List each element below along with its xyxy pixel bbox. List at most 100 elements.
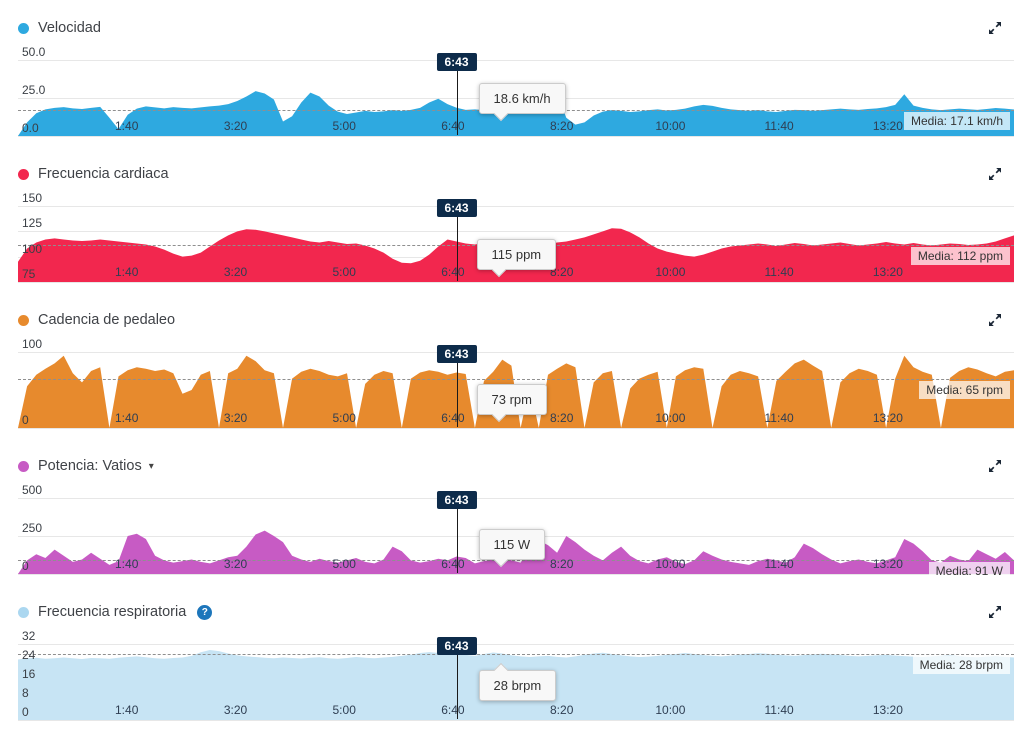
y-axis-tick-label: 500	[22, 483, 43, 497]
y-axis-tick-label: 16	[22, 667, 36, 681]
cursor-value-tooltip: 115 ppm	[476, 239, 557, 278]
x-axis-tick-label: 10:00	[655, 265, 686, 279]
x-axis-tick-label: 11:40	[764, 265, 794, 279]
x-axis-tick-label: 8:20	[550, 119, 574, 133]
x-axis-tick-label: 5:00	[332, 265, 356, 279]
x-axis-tick-label: 1:40	[115, 557, 139, 571]
chart-header: Potencia: Vatios ▾	[0, 456, 1024, 476]
average-line	[18, 653, 1014, 655]
expand-icon[interactable]	[988, 313, 1002, 327]
expand-icon[interactable]	[988, 605, 1002, 619]
cursor-value-tooltip: 18.6 km/h	[478, 83, 566, 122]
x-axis-tick-label: 11:40	[764, 703, 794, 717]
x-axis-tick-label: 3:20	[223, 703, 248, 717]
gridline	[18, 136, 1014, 137]
y-axis-tick-label: 0.0	[22, 121, 39, 135]
gridline	[18, 720, 1014, 721]
chart-header: Velocidad	[0, 18, 1024, 38]
x-axis-tick-label: 13:20	[872, 703, 903, 717]
x-axis-tick-label: 5:00	[332, 411, 356, 425]
gridline	[18, 231, 1014, 233]
tooltip-value: 28 brpm	[493, 678, 542, 693]
chart-panel: Velocidad Media: 17.1 km/h 6:43 18.6 km/…	[0, 18, 1024, 137]
cursor-value-tooltip: 73 rpm	[476, 384, 547, 423]
x-axis-tick-label: 1:40	[115, 703, 139, 717]
chart-plot[interactable]: Media: 28 brpm 6:43 28 brpm 32 24 16 8 0 1:40…	[18, 629, 1014, 721]
cursor-time-flag: 6:43	[436, 345, 477, 363]
x-axis-tick-label: 13:20	[872, 557, 903, 571]
average-line	[18, 560, 1014, 562]
legend-dot	[18, 168, 29, 180]
average-label: Media: 28 brpm	[912, 655, 1010, 674]
average-line	[18, 378, 1014, 380]
cursor-value-tooltip: 28 brpm	[478, 662, 557, 701]
y-axis-tick-label: 24	[22, 648, 36, 662]
area-series	[18, 530, 1014, 574]
y-axis-tick-label: 32	[22, 629, 36, 643]
chart-header: Frecuencia cardiaca	[0, 164, 1024, 184]
cursor-line	[456, 498, 458, 573]
expand-icon[interactable]	[988, 167, 1002, 181]
chart-header: Frecuencia respiratoria ?	[0, 602, 1024, 622]
chart-plot[interactable]: Media: 112 ppm 6:43 115 ppm 150 125 100 75 1…	[18, 191, 1014, 283]
chart-title: Velocidad	[38, 20, 101, 36]
x-axis-tick-label: 11:40	[764, 119, 794, 133]
cursor-time-flag: 6:43	[436, 53, 477, 71]
x-axis-tick-label: 6:40	[441, 265, 465, 279]
y-axis-tick-label: 0	[22, 559, 29, 573]
average-label: Media: 17.1 km/h	[903, 112, 1010, 130]
chart-plot[interactable]: Media: 17.1 km/h 6:43 18.6 km/h 50.0 25.0…	[18, 45, 1014, 137]
y-axis-tick-label: 50.0	[22, 45, 46, 59]
x-axis-tick-label: 13:20	[872, 119, 903, 133]
x-axis-tick-label: 10:00	[655, 557, 686, 571]
y-axis-tick-label: 8	[22, 686, 29, 700]
expand-icon[interactable]	[988, 459, 1002, 473]
chart-plot[interactable]: Media: 65 rpm 6:43 73 rpm 100 0 1:40 3:20 5:…	[18, 337, 1014, 429]
cursor-line	[456, 352, 458, 427]
cursor-line	[456, 644, 458, 719]
chart-plot[interactable]: Media: 91 W 6:43 115 W 500 250 0 1:40 3:20 5:…	[18, 483, 1014, 581]
y-axis-tick-label: 100	[22, 241, 43, 256]
chevron-down-icon[interactable]: ▾	[148, 460, 154, 472]
average-label: Media: 112 ppm	[910, 246, 1010, 265]
expand-icon[interactable]	[988, 21, 1002, 35]
x-axis-tick-label: 10:00	[655, 411, 686, 425]
x-axis-tick-label: 10:00	[655, 703, 686, 717]
x-axis-tick-label: 11:40	[764, 557, 794, 571]
legend-dot	[18, 22, 29, 34]
average-label: Media: 91 W	[928, 562, 1010, 581]
x-axis-tick-label: 10:00	[655, 119, 686, 133]
chart-panel: Frecuencia cardiaca Media: 112 ppm 6:43 …	[0, 164, 1024, 283]
x-axis-tick-label: 13:20	[872, 265, 903, 279]
y-axis-tick-label: 100	[22, 337, 43, 351]
x-axis-tick-label: 8:20	[550, 265, 574, 279]
tooltip-value: 73 rpm	[491, 392, 532, 407]
x-axis-tick-label: 3:20	[223, 557, 248, 571]
x-axis-tick-label: 6:40	[441, 703, 465, 717]
x-axis-tick-label: 8:20	[550, 411, 574, 425]
y-axis-tick-label: 250	[22, 521, 43, 535]
gridline	[18, 644, 1014, 645]
gridline	[18, 282, 1014, 283]
area-series	[18, 355, 1014, 428]
gridline	[18, 574, 1014, 575]
x-axis-tick-label: 1:40	[115, 265, 139, 279]
y-axis-tick-label: 150	[22, 191, 43, 205]
average-label: Media: 65 rpm	[919, 380, 1010, 399]
y-axis-tick-label: 125	[22, 216, 43, 231]
help-icon[interactable]: ?	[197, 604, 213, 620]
y-axis-tick-label: 0	[22, 705, 29, 719]
y-axis-tick-label: 0	[22, 413, 29, 427]
tooltip-value: 115 W	[493, 537, 531, 552]
x-axis-tick-label: 1:40	[115, 411, 139, 425]
cursor-time-flag: 6:43	[436, 199, 477, 217]
chart-title: Cadencia de pedaleo	[38, 312, 176, 328]
x-axis-tick-label: 6:40	[441, 411, 465, 425]
chart-title: Potencia: Vatios	[38, 458, 142, 474]
legend-dot	[18, 314, 29, 326]
gridline	[18, 498, 1014, 499]
tooltip-value: 115 ppm	[491, 247, 542, 262]
x-axis-tick-label: 3:20	[223, 265, 248, 279]
x-axis-tick-label: 1:40	[115, 119, 139, 133]
cursor-line	[456, 60, 458, 135]
